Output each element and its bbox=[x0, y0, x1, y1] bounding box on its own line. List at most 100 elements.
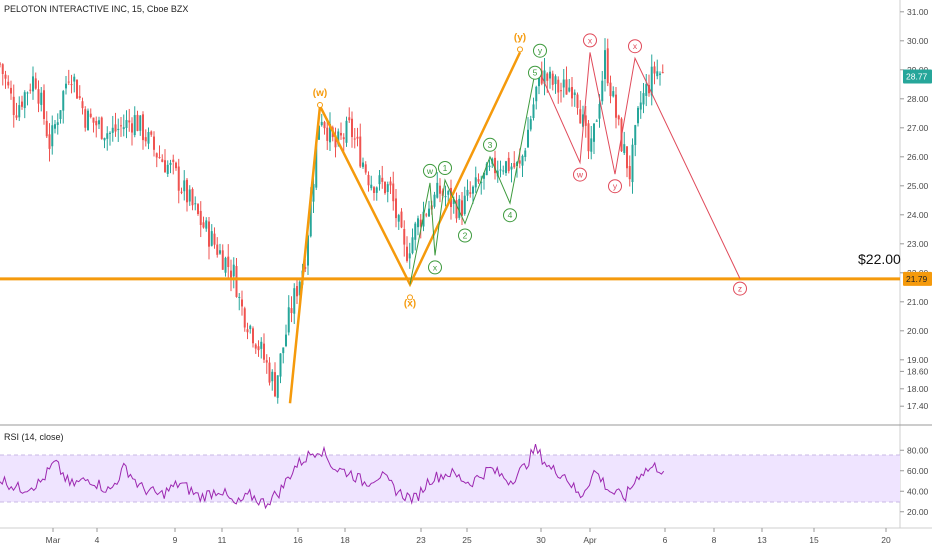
candle-body bbox=[0, 63, 1, 65]
candle-body bbox=[345, 120, 348, 143]
candle-body bbox=[595, 120, 598, 122]
price-tick-label: 23.00 bbox=[907, 239, 929, 249]
candle-body bbox=[67, 81, 70, 83]
wave-label-green-x: x bbox=[433, 262, 438, 272]
candle-body bbox=[309, 198, 312, 237]
candle-body bbox=[45, 120, 48, 137]
wave-label-green-2-marker bbox=[458, 228, 472, 243]
time-tick-label: Mar bbox=[46, 535, 61, 545]
price-tick-label: 17.40 bbox=[907, 401, 929, 411]
candle-body bbox=[384, 181, 386, 194]
candle-body bbox=[133, 115, 136, 136]
price-tick-label: 31.00 bbox=[907, 7, 929, 17]
candle-body bbox=[329, 123, 331, 143]
candle-body bbox=[615, 94, 617, 118]
wave-label-red-x: x bbox=[588, 35, 593, 45]
rsi-tick-label: 80.00 bbox=[907, 445, 929, 455]
candle-body bbox=[576, 94, 579, 109]
candle-body bbox=[587, 123, 590, 152]
candle-body bbox=[466, 189, 469, 196]
candle-body bbox=[40, 92, 43, 105]
candle-body bbox=[342, 137, 345, 140]
candle-body bbox=[527, 129, 529, 148]
candle-body bbox=[609, 82, 612, 97]
candle-body bbox=[73, 76, 76, 82]
candle-body bbox=[551, 73, 554, 85]
candle-body bbox=[208, 221, 210, 247]
candle-body bbox=[634, 125, 637, 146]
wave-red-line bbox=[539, 52, 741, 279]
candle-body bbox=[114, 124, 117, 132]
price-tick-label: 30.00 bbox=[907, 36, 929, 46]
candle-body bbox=[238, 296, 241, 298]
candle-body bbox=[254, 344, 257, 349]
candle-body bbox=[639, 102, 642, 110]
candle-body bbox=[103, 137, 106, 141]
candle-body bbox=[579, 109, 582, 124]
candle-body bbox=[480, 181, 483, 183]
wave-green-line bbox=[409, 72, 536, 285]
candle-body bbox=[340, 132, 342, 136]
candle-body bbox=[472, 186, 474, 194]
price-tick-label: 28.00 bbox=[907, 94, 929, 104]
candle-body bbox=[98, 120, 100, 125]
candle-body bbox=[298, 281, 301, 296]
candle-body bbox=[337, 131, 340, 145]
candle-body bbox=[37, 89, 40, 104]
candle-body bbox=[87, 110, 89, 131]
candle-body bbox=[279, 353, 282, 377]
candle-body bbox=[249, 325, 252, 330]
candle-body bbox=[395, 198, 397, 219]
candle-body bbox=[477, 179, 480, 182]
candle-body bbox=[353, 138, 356, 140]
candle-body bbox=[106, 133, 109, 139]
candle-body bbox=[414, 223, 417, 240]
candle-body bbox=[315, 143, 318, 188]
level-price-label: $22.00 bbox=[858, 251, 901, 267]
candle-body bbox=[29, 89, 32, 91]
candle-body bbox=[428, 208, 430, 217]
wave-label-green-4: 4 bbox=[508, 210, 513, 220]
time-tick-label: 4 bbox=[95, 535, 100, 545]
candle-body bbox=[524, 150, 527, 157]
wave-label-orange-y: (y) bbox=[514, 32, 526, 43]
candle-body bbox=[375, 187, 378, 193]
candle-body bbox=[197, 204, 199, 215]
candle-body bbox=[362, 162, 364, 167]
candle-body bbox=[224, 257, 227, 273]
price-series bbox=[0, 38, 664, 404]
candle-body bbox=[230, 270, 232, 279]
candle-body bbox=[529, 119, 532, 130]
wave-label-green-w-marker bbox=[423, 163, 437, 178]
candle-body bbox=[144, 137, 147, 142]
candle-body bbox=[136, 114, 139, 131]
candle-body bbox=[606, 48, 609, 84]
wave-label-red-x-marker bbox=[583, 33, 597, 48]
candle-body bbox=[637, 107, 639, 124]
wave-label-green-x-marker bbox=[428, 260, 442, 275]
wave-label-green-3-marker bbox=[483, 137, 497, 152]
candle-body bbox=[348, 117, 351, 121]
candle-body bbox=[155, 153, 158, 158]
candle-body bbox=[227, 256, 230, 268]
time-tick-label: 16 bbox=[293, 535, 303, 545]
wave-label-orange-x-dot bbox=[407, 294, 413, 301]
wave-label-red-x: x bbox=[633, 41, 638, 51]
level-price-tag: 21.79 bbox=[906, 274, 928, 284]
candle-body bbox=[474, 177, 477, 188]
candle-body bbox=[507, 157, 510, 172]
candle-body bbox=[601, 80, 604, 102]
elliott-overlay: (w) (x) (y) w x 1 2 3 4 5 y w x y x z bbox=[0, 32, 900, 404]
time-tick-label: 15 bbox=[809, 535, 819, 545]
candle-body bbox=[147, 132, 150, 144]
candle-body bbox=[12, 96, 15, 115]
candle-body bbox=[34, 78, 37, 89]
candle-body bbox=[617, 115, 620, 120]
candle-body bbox=[367, 174, 370, 186]
candle-body bbox=[164, 160, 166, 173]
candle-body bbox=[648, 84, 650, 94]
candle-body bbox=[543, 70, 546, 84]
candle-body bbox=[598, 104, 601, 119]
level-price-badge bbox=[903, 271, 932, 286]
